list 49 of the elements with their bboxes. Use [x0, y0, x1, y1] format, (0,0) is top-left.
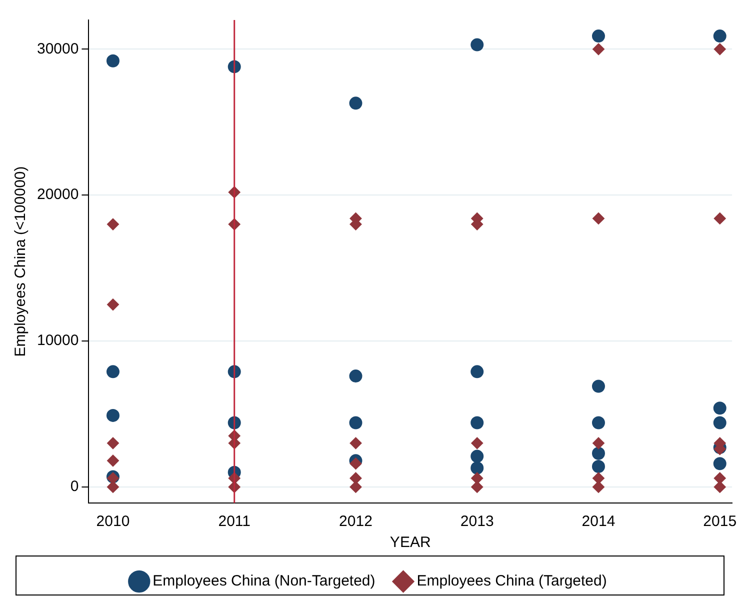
- point: [106, 365, 120, 378]
- point: [470, 461, 484, 474]
- point: [470, 365, 484, 378]
- point: [713, 402, 726, 415]
- point: [106, 298, 119, 311]
- y-tick-label: 0: [70, 478, 79, 496]
- point: [349, 370, 362, 383]
- y-tick-label: 20000: [36, 186, 79, 204]
- point: [470, 416, 484, 430]
- point: [592, 43, 604, 56]
- point: [106, 54, 120, 68]
- point: [471, 437, 484, 450]
- point: [713, 30, 726, 43]
- point: [106, 437, 119, 450]
- x-tick-label: 2012: [339, 513, 372, 530]
- point: [106, 408, 120, 422]
- x-tick-label: 2010: [96, 513, 130, 530]
- point: [713, 416, 726, 430]
- point: [713, 457, 726, 470]
- point: [350, 437, 362, 450]
- point: [714, 472, 726, 484]
- point: [349, 416, 362, 430]
- point: [592, 460, 605, 474]
- point: [592, 437, 604, 450]
- point: [349, 96, 362, 110]
- x-tick-label: 2013: [460, 513, 494, 530]
- y-axis-title: Employees China (<100000): [12, 166, 30, 357]
- point: [714, 43, 726, 56]
- point: [592, 212, 604, 224]
- point: [592, 472, 604, 484]
- legend-label: Employees China (Non-Targeted): [152, 572, 376, 590]
- x-tick-label: 2015: [703, 513, 737, 530]
- point: [470, 38, 484, 52]
- point: [592, 446, 605, 460]
- point: [471, 472, 484, 484]
- y-tick-label: 10000: [36, 332, 79, 350]
- point: [592, 380, 605, 393]
- point: [592, 30, 605, 43]
- point: [106, 454, 119, 467]
- x-tick-label: 2014: [582, 513, 616, 530]
- point: [106, 218, 119, 230]
- point: [350, 458, 362, 470]
- legend-label: Employees China (Targeted): [416, 572, 607, 590]
- point: [714, 212, 726, 224]
- x-tick-label: 2011: [218, 513, 250, 530]
- point: [470, 450, 484, 463]
- x-axis-title: YEAR: [390, 534, 431, 552]
- point: [592, 416, 605, 430]
- y-tick-label: 30000: [36, 40, 79, 58]
